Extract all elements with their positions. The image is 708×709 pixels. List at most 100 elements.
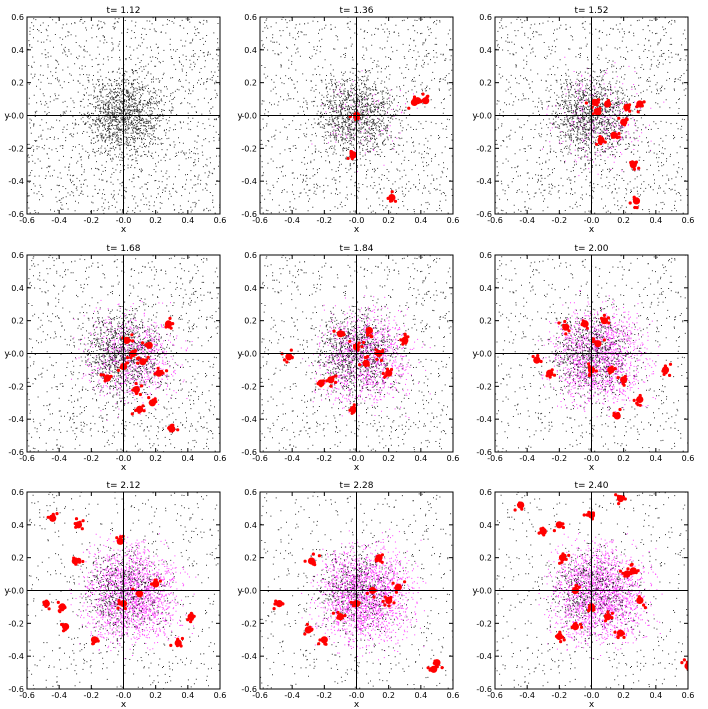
x-tick-label: -0.0 — [584, 216, 600, 225]
x-tick-label: -0.4 — [519, 454, 535, 463]
x-tick-label: 0.6 — [214, 691, 227, 700]
y-tick-label: 0.6 — [11, 488, 24, 497]
x-axis-label: x — [354, 700, 360, 709]
y-tick-label: -0.6 — [476, 685, 492, 694]
y-tick-label: 0.2 — [11, 79, 24, 88]
y-tick-label: 0.4 — [479, 46, 492, 55]
particle-cloud — [495, 17, 688, 214]
x-tick-label: -0.0 — [116, 216, 132, 225]
y-tick-label: -0.6 — [8, 210, 24, 219]
y-tick-label: -0.4 — [476, 652, 492, 661]
x-tick-label: -0.6 — [252, 454, 268, 463]
panel-title: t= 2.28 — [340, 481, 374, 491]
y-tick-label: -0.2 — [476, 144, 492, 153]
panel-3: -0.6 -0.4 -0.2 -0.0 0.2 0.4 0.6 0.6 0.4 0.2 -0.0 -0… — [472, 6, 694, 235]
x-tick-label: 0.2 — [382, 691, 395, 700]
y-tick-label: -0.2 — [476, 619, 492, 628]
x-axis-label: x — [121, 700, 127, 709]
x-tick-label: -0.2 — [317, 454, 333, 463]
x-tick-label: -0.6 — [487, 454, 503, 463]
y-tick-label: -0.4 — [241, 177, 257, 186]
x-tick-label: -0.2 — [552, 216, 568, 225]
y-tick-label: 0.2 — [244, 79, 257, 88]
x-tick-label: 0.2 — [617, 216, 630, 225]
x-tick-label: 0.4 — [181, 216, 194, 225]
particle-cloud — [260, 492, 453, 689]
panel-7: -0.6 -0.4 -0.2 -0.0 0.2 0.4 0.6 0.6 0.4 0.2 -0.0 -0… — [4, 481, 226, 709]
y-tick-label: -0.0 — [241, 350, 257, 359]
y-tick-label: -0.0 — [476, 350, 492, 359]
x-axis-label: x — [354, 463, 360, 473]
y-tick-label: -0.0 — [8, 112, 24, 121]
y-tick-label: 0.4 — [244, 284, 257, 293]
x-tick-label: 0.4 — [414, 454, 427, 463]
x-tick-label: 0.4 — [414, 691, 427, 700]
x-tick-label: -0.2 — [84, 691, 100, 700]
x-axis-label: x — [121, 225, 127, 235]
x-tick-label: -0.0 — [349, 454, 365, 463]
x-tick-label: -0.4 — [519, 691, 535, 700]
y-tick-label: -0.4 — [476, 177, 492, 186]
y-tick-label: -0.6 — [241, 210, 257, 219]
y-tick-label: -0.4 — [476, 415, 492, 424]
x-tick-label: -0.4 — [51, 691, 67, 700]
x-tick-label: 0.6 — [447, 691, 460, 700]
x-tick-label: 0.6 — [214, 454, 227, 463]
y-tick-label: -0.4 — [241, 415, 257, 424]
y-tick-label: 0.4 — [479, 284, 492, 293]
x-tick-label: -0.4 — [284, 216, 300, 225]
y-tick-label: -0.0 — [8, 587, 24, 596]
panel-5: -0.6 -0.4 -0.2 -0.0 0.2 0.4 0.6 0.6 0.4 0.2 -0.0 -0… — [237, 244, 459, 473]
x-tick-label: 0.4 — [181, 454, 194, 463]
panel-2: -0.6 -0.4 -0.2 -0.0 0.2 0.4 0.6 0.6 0.4 0.2 -0.0 -0… — [237, 6, 459, 235]
x-tick-label: 0.6 — [447, 454, 460, 463]
y-tick-label: 0.4 — [479, 521, 492, 530]
y-tick-label: -0.6 — [476, 448, 492, 457]
y-tick-label: -0.2 — [8, 144, 24, 153]
x-tick-label: 0.6 — [682, 454, 695, 463]
x-tick-label: -0.4 — [284, 454, 300, 463]
y-tick-label: -0.6 — [8, 448, 24, 457]
x-tick-label: -0.0 — [584, 691, 600, 700]
y-tick-label: -0.6 — [8, 685, 24, 694]
y-tick-label: 0.4 — [244, 521, 257, 530]
particle-cloud — [495, 492, 688, 689]
x-tick-label: 0.2 — [382, 216, 395, 225]
x-tick-label: -0.4 — [284, 691, 300, 700]
x-tick-label: 0.4 — [181, 691, 194, 700]
x-tick-label: 0.6 — [447, 216, 460, 225]
y-axis-label: y — [237, 587, 243, 597]
panel-title: t= 1.84 — [340, 244, 374, 254]
y-tick-label: 0.2 — [11, 317, 24, 326]
x-axis-label: x — [589, 463, 595, 473]
y-tick-label: -0.4 — [241, 652, 257, 661]
y-tick-label: 0.4 — [11, 46, 24, 55]
y-tick-label: -0.0 — [476, 112, 492, 121]
panel-1: -0.6 -0.4 -0.2 -0.0 0.2 0.4 0.6 0.6 0.4 0.2 -0.0 -0… — [4, 6, 226, 235]
x-tick-label: -0.6 — [19, 691, 35, 700]
x-tick-label: 0.2 — [149, 454, 162, 463]
particle-cloud — [495, 255, 688, 452]
x-tick-label: 0.2 — [617, 691, 630, 700]
x-tick-label: -0.2 — [317, 216, 333, 225]
y-tick-label: -0.4 — [8, 652, 24, 661]
y-tick-label: 0.6 — [11, 13, 24, 22]
y-axis-label: y — [4, 587, 10, 597]
x-axis-label: x — [354, 225, 360, 235]
x-tick-label: -0.4 — [51, 454, 67, 463]
y-tick-label: 0.2 — [244, 317, 257, 326]
x-tick-label: -0.2 — [84, 454, 100, 463]
x-tick-label: 0.4 — [649, 454, 662, 463]
y-axis-label: y — [472, 112, 478, 122]
y-tick-label: -0.2 — [241, 144, 257, 153]
y-tick-label: 0.6 — [479, 488, 492, 497]
panel-6: -0.6 -0.4 -0.2 -0.0 0.2 0.4 0.6 0.6 0.4 0.2 -0.0 -0… — [472, 244, 694, 473]
y-tick-label: 0.4 — [11, 521, 24, 530]
x-tick-label: -0.0 — [349, 691, 365, 700]
x-tick-label: -0.2 — [84, 216, 100, 225]
x-axis-label: x — [121, 463, 127, 473]
y-tick-label: 0.6 — [244, 488, 257, 497]
x-tick-label: -0.6 — [252, 216, 268, 225]
x-tick-label: -0.2 — [317, 691, 333, 700]
panel-title: t= 1.12 — [107, 6, 141, 16]
